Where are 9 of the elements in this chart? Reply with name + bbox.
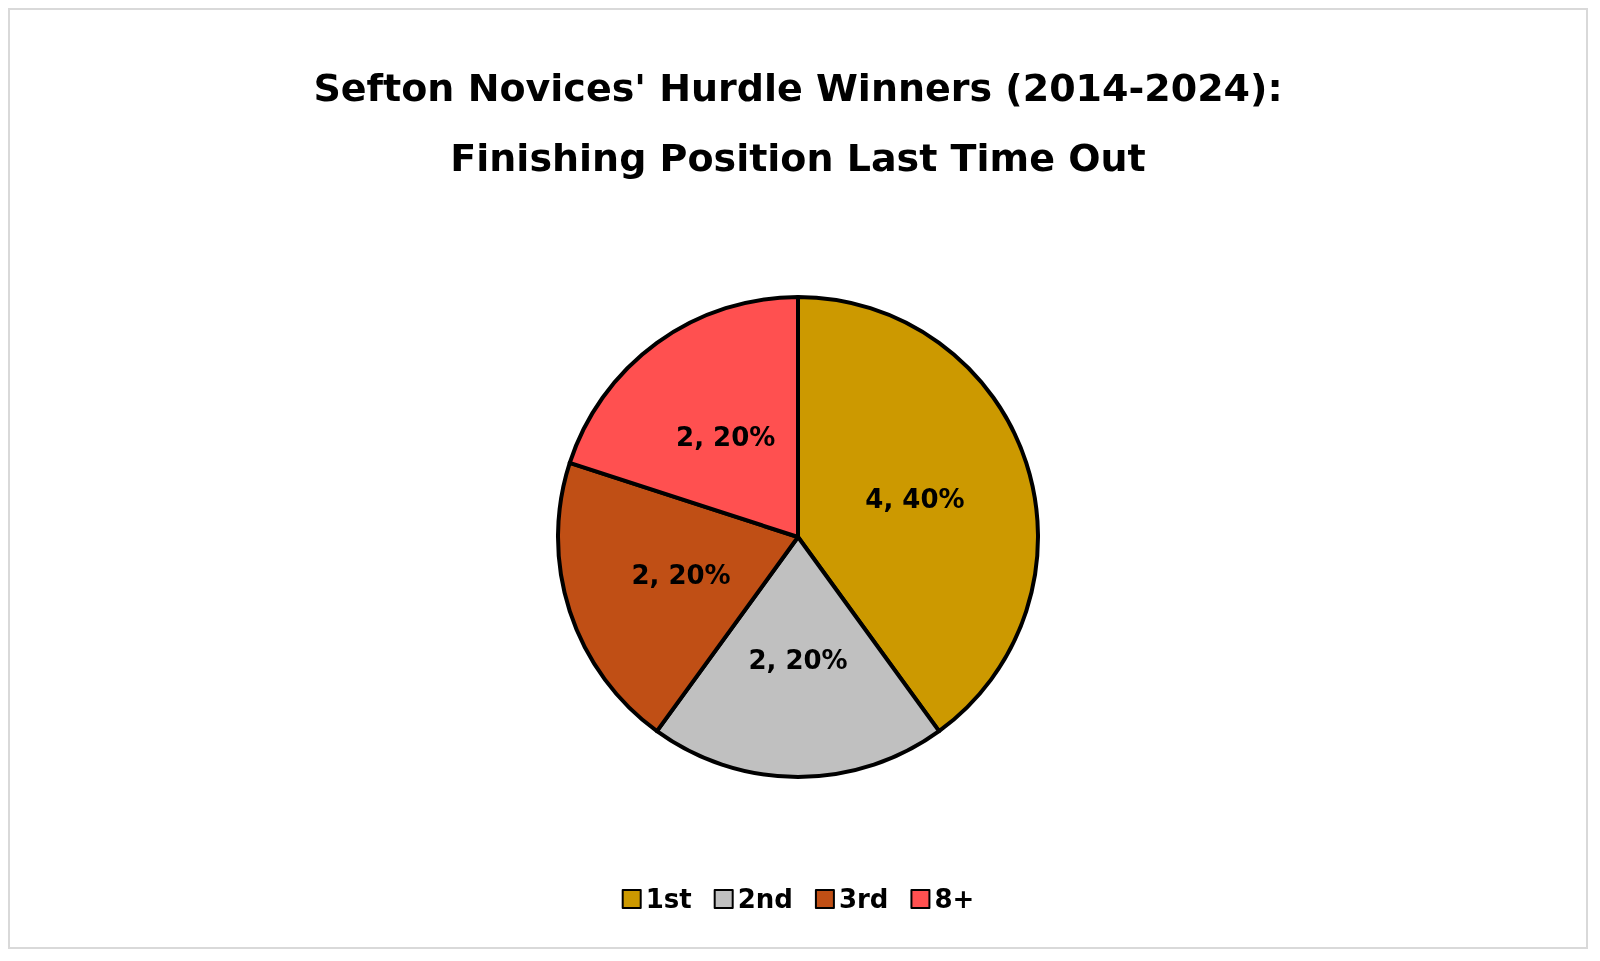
legend-label: 3rd	[838, 884, 889, 914]
chart-title: Sefton Novices' Hurdle Winners (2014-2024): Finishing Position Last Time Out	[313, 66, 1283, 180]
legend-label: 1st	[645, 884, 692, 914]
legend-label: 8+	[934, 884, 975, 914]
data-label: 2, 20%	[631, 560, 731, 591]
data-label: 2, 20%	[676, 422, 776, 453]
data-label: 4, 40%	[865, 483, 965, 514]
data-label: 2, 20%	[748, 645, 848, 675]
legend-label: 2nd	[737, 884, 793, 914]
